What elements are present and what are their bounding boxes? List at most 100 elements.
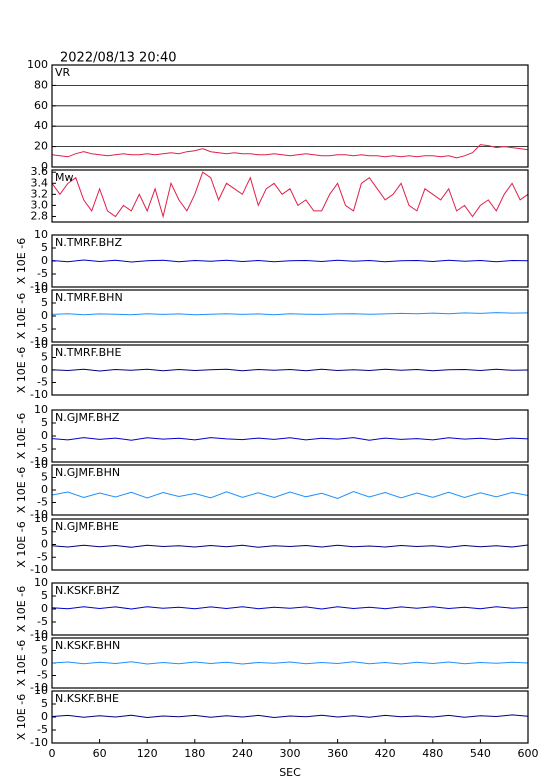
y-tick-label: 5 <box>41 697 48 710</box>
y-tick-label: 0 <box>41 483 48 496</box>
y-tick-label: -5 <box>37 322 48 335</box>
series-line <box>51 171 529 219</box>
y-tick-label: 5 <box>41 351 48 364</box>
y-tick-label: -10 <box>30 455 48 468</box>
y-tick-label: 3.0 <box>31 198 49 211</box>
panel-label: N.KSKF.BHE <box>55 692 119 705</box>
y-tick-label: 5 <box>41 471 48 484</box>
x-tick-label: 480 <box>422 747 443 760</box>
plot-frame <box>51 344 529 396</box>
y-tick-label: 0 <box>41 538 48 551</box>
y-axis-label: X 10E -6 <box>15 640 28 686</box>
y-tick-label: 0 <box>41 602 48 615</box>
panel-label: Mw <box>55 171 74 184</box>
plot-frame <box>51 289 529 343</box>
y-tick-label: 0 <box>41 254 48 267</box>
panel-label: N.GJMF.BHE <box>55 520 119 533</box>
panel-label: N.GJMF.BHN <box>55 466 120 479</box>
y-tick-label: 5 <box>41 296 48 309</box>
y-tick-label: 0 <box>41 429 48 442</box>
y-tick-label: 5 <box>41 644 48 657</box>
y-tick-label: -5 <box>37 267 48 280</box>
y-tick-label: 10 <box>34 458 48 471</box>
series-line <box>51 368 529 372</box>
y-tick-label: 100 <box>27 58 48 71</box>
y-axis-label: X 10E -6 <box>15 521 28 567</box>
plot-frame <box>51 64 529 168</box>
y-tick-label: 10 <box>34 283 48 296</box>
plot-frame <box>51 464 529 516</box>
y-tick-label: -5 <box>37 669 48 682</box>
x-tick-label: 120 <box>137 747 158 760</box>
y-tick-label: 5 <box>41 525 48 538</box>
y-tick-label: 2.8 <box>31 209 49 222</box>
chart-title: 2022/08/13 20:40 <box>60 51 177 66</box>
y-tick-label: -10 <box>30 563 48 576</box>
y-tick-label: 3.4 <box>31 176 49 189</box>
panel-label: N.TMRF.BHE <box>55 346 121 359</box>
y-tick-label: -5 <box>37 550 48 563</box>
series-line <box>51 437 529 441</box>
y-tick-label: 5 <box>41 241 48 254</box>
series-line <box>51 259 529 263</box>
y-tick-label: 0 <box>41 309 48 322</box>
y-tick-label: -10 <box>30 388 48 401</box>
x-tick-label: 240 <box>232 747 253 760</box>
panel-label: N.KSKF.BHZ <box>55 584 120 597</box>
y-tick-label: 80 <box>34 78 48 91</box>
plot-frame <box>51 637 529 689</box>
y-axis-label: X 10E -6 <box>15 347 28 393</box>
y-tick-label: 0 <box>41 363 48 376</box>
y-tick-label: 10 <box>34 403 48 416</box>
y-tick-label: -10 <box>30 681 48 694</box>
y-tick-label: 0 <box>41 656 48 669</box>
y-tick-label: -10 <box>30 508 48 521</box>
plot-frame <box>51 234 529 288</box>
y-tick-label: 10 <box>34 338 48 351</box>
y-axis-label: X 10E -6 <box>15 413 28 459</box>
series-line <box>51 312 529 316</box>
y-tick-label: -5 <box>37 442 48 455</box>
plot-frame <box>51 582 529 636</box>
x-tick-label: 180 <box>184 747 205 760</box>
y-tick-label: 5 <box>41 416 48 429</box>
y-tick-label: -5 <box>37 376 48 389</box>
y-tick-label: 10 <box>34 631 48 644</box>
series-line <box>51 606 529 610</box>
y-axis-label: X 10E -6 <box>15 694 28 740</box>
y-tick-label: 3.2 <box>31 187 49 200</box>
x-tick-label: 60 <box>93 747 107 760</box>
x-tick-label: 360 <box>327 747 348 760</box>
y-tick-label: 20 <box>34 140 48 153</box>
plot-frame <box>51 518 529 571</box>
series-line <box>51 544 529 548</box>
panel-label: N.KSKF.BHN <box>55 639 120 652</box>
panel-label: N.TMRF.BHZ <box>55 236 122 249</box>
y-tick-label: 0 <box>41 710 48 723</box>
y-tick-label: 5 <box>41 589 48 602</box>
y-tick-label: 10 <box>34 228 48 241</box>
x-tick-label: 600 <box>518 747 539 760</box>
y-tick-label: 60 <box>34 99 48 112</box>
y-tick-label: 10 <box>34 684 48 697</box>
plot-frame <box>51 409 529 463</box>
series-line <box>51 714 529 719</box>
y-tick-label: 10 <box>34 512 48 525</box>
panel-label: VR <box>55 66 71 79</box>
plot-frame <box>51 690 529 744</box>
plot-frame <box>51 169 529 223</box>
y-tick-label: -10 <box>30 736 48 749</box>
series-line <box>51 144 529 159</box>
y-tick-label: -5 <box>37 615 48 628</box>
panel-label: N.TMRF.BHN <box>55 291 123 304</box>
y-tick-label: -5 <box>37 496 48 509</box>
y-axis-label: X 10E -6 <box>15 586 28 632</box>
y-tick-label: 10 <box>34 576 48 589</box>
x-tick-label: 300 <box>280 747 301 760</box>
panel-label: N.GJMF.BHZ <box>55 411 120 424</box>
x-tick-label: 420 <box>375 747 396 760</box>
series-line <box>51 661 529 665</box>
y-tick-label: -10 <box>30 335 48 348</box>
x-axis-label: SEC <box>279 766 301 779</box>
